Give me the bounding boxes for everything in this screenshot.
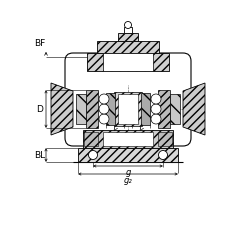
Text: BL: BL [34, 151, 45, 160]
Circle shape [88, 151, 97, 160]
Bar [84, 132, 98, 146]
Circle shape [158, 151, 167, 160]
Text: g: g [125, 167, 130, 176]
Text: k: k [112, 125, 117, 134]
Text: g₃: g₃ [112, 95, 121, 105]
FancyBboxPatch shape [65, 54, 190, 146]
Bar [87, 54, 168, 72]
Bar [106, 94, 114, 125]
Bar [103, 54, 152, 72]
Circle shape [150, 95, 160, 105]
Polygon shape [182, 84, 204, 135]
Bar [78, 148, 177, 162]
Bar [97, 42, 158, 54]
Bar [140, 94, 149, 125]
Bar [114, 93, 141, 126]
Text: d₁: d₁ [131, 95, 139, 104]
Polygon shape [51, 84, 73, 135]
Bar [76, 95, 86, 124]
Circle shape [124, 22, 131, 29]
Bar [83, 131, 172, 148]
Bar [157, 91, 169, 128]
Bar [117, 34, 137, 42]
Text: D: D [36, 105, 43, 114]
Text: BF: BF [34, 39, 45, 48]
Circle shape [150, 105, 160, 114]
Bar [103, 132, 152, 146]
Text: k: k [138, 125, 143, 134]
Bar [157, 132, 171, 146]
Circle shape [150, 114, 160, 124]
Bar [86, 91, 98, 128]
Bar [123, 28, 131, 34]
Text: g₂: g₂ [123, 175, 132, 184]
Bar [117, 95, 137, 124]
Circle shape [98, 95, 109, 105]
Circle shape [98, 105, 109, 114]
Bar [169, 95, 179, 124]
Circle shape [98, 114, 109, 124]
